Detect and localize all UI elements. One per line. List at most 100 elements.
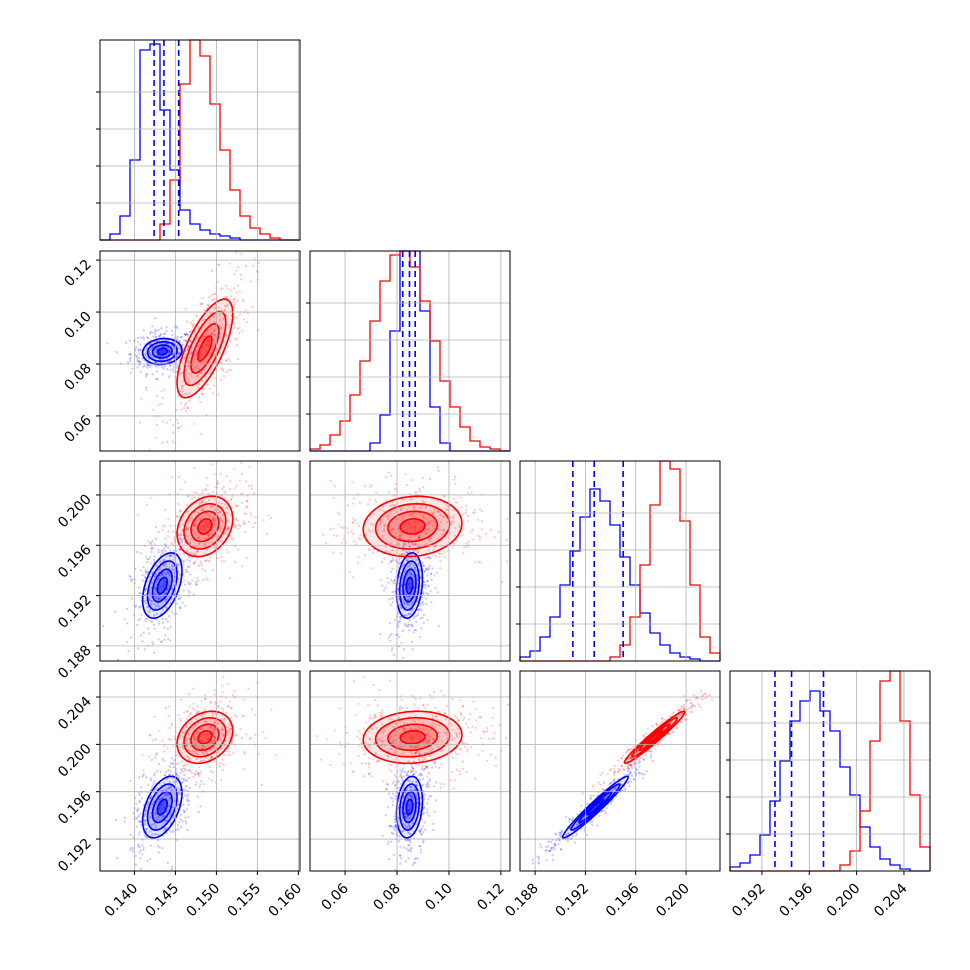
scatter-point — [617, 770, 620, 773]
scatter-point — [207, 339, 210, 342]
scatter-point — [186, 534, 189, 537]
scatter-point — [163, 572, 166, 575]
scatter-point — [172, 431, 175, 434]
scatter-point — [225, 296, 228, 299]
scatter-point — [397, 780, 400, 784]
scatter-point — [389, 634, 392, 637]
scatter-point — [392, 581, 396, 584]
scatter-point — [234, 517, 237, 520]
scatter-point — [211, 779, 214, 782]
scatter-point — [198, 361, 202, 364]
scatter-point — [160, 327, 163, 330]
scatter-point — [404, 814, 408, 817]
scatter-point — [412, 772, 416, 776]
scatter-point — [438, 510, 441, 514]
scatter-point — [332, 551, 335, 554]
scatter-point — [598, 814, 601, 818]
scatter-point — [437, 469, 440, 472]
scatter-point — [417, 562, 421, 565]
scatter-point — [185, 726, 188, 729]
scatter-point — [222, 763, 225, 766]
scatter-point — [340, 526, 343, 529]
scatter-point — [585, 803, 589, 806]
scatter-point — [397, 593, 400, 596]
scatter-point — [413, 566, 417, 570]
scatter-point — [178, 549, 182, 552]
scatter-point — [422, 485, 425, 489]
scatter-point — [211, 299, 214, 302]
scatter-point — [179, 792, 182, 795]
scatter-point — [167, 637, 170, 640]
scatter-point — [170, 830, 173, 833]
scatter-point — [560, 831, 563, 834]
scatter-point — [182, 552, 186, 555]
scatter-point — [454, 731, 457, 734]
scatter-point — [219, 288, 222, 291]
scatter-point — [402, 656, 405, 660]
scatter-point — [375, 491, 378, 494]
scatter-point — [235, 733, 238, 736]
scatter-point — [147, 558, 150, 561]
scatter-point — [220, 556, 223, 559]
scatter-point — [178, 339, 181, 343]
scatter-point — [157, 620, 160, 623]
scatter-point — [191, 579, 194, 582]
scatter-point — [135, 825, 138, 828]
scatter-point — [102, 624, 105, 628]
scatter-point — [224, 740, 227, 743]
scatter-point — [551, 846, 554, 849]
scatter-point — [589, 797, 592, 800]
scatter-point — [218, 263, 221, 266]
scatter-point — [659, 740, 662, 743]
scatter-point — [329, 479, 332, 482]
scatter-point — [173, 792, 176, 795]
scatter-point — [679, 707, 682, 710]
scatter-point — [402, 564, 405, 567]
scatter-point — [632, 778, 635, 781]
scatter-point — [692, 704, 695, 707]
scatter-point — [469, 731, 472, 734]
scatter-point — [389, 824, 392, 828]
scatter-point — [229, 733, 232, 737]
scatter-point — [408, 564, 411, 567]
scatter-point — [622, 767, 625, 771]
scatter-point — [402, 727, 406, 730]
scatter-point — [421, 759, 424, 762]
scatter-point — [391, 591, 394, 594]
scatter-point — [411, 765, 414, 768]
scatter-point — [370, 717, 373, 720]
scatter-point — [425, 784, 428, 787]
scatter-point — [198, 542, 201, 545]
scatter-point — [200, 508, 203, 511]
scatter-point — [428, 564, 431, 567]
scatter-point — [231, 742, 234, 745]
scatter-point — [170, 555, 173, 558]
scatter-point — [148, 332, 152, 335]
scatter-point — [421, 616, 424, 619]
scatter-point — [218, 510, 221, 513]
scatter-point — [443, 712, 446, 715]
scatter-point — [186, 828, 189, 832]
scatter-point — [148, 632, 151, 635]
scatter-point — [188, 715, 191, 718]
scatter-point — [393, 579, 396, 582]
scatter-point — [151, 802, 154, 805]
scatter-point — [405, 557, 408, 560]
scatter-point — [391, 559, 394, 562]
scatter-point — [139, 551, 142, 555]
scatter-point — [153, 823, 156, 826]
scatter-point — [414, 861, 417, 864]
scatter-point — [431, 512, 434, 516]
scatter-point — [137, 349, 140, 352]
scatter-point — [628, 767, 631, 771]
scatter-point — [170, 554, 173, 557]
scatter-point — [462, 704, 465, 707]
scatter-point — [178, 373, 181, 376]
scatter-point — [633, 762, 636, 765]
scatter-point — [401, 515, 404, 519]
scatter-point — [168, 572, 171, 575]
scatter-point — [162, 578, 165, 581]
scatter-point — [223, 308, 227, 312]
scatter-point — [414, 751, 418, 755]
scatter-point — [466, 748, 469, 751]
